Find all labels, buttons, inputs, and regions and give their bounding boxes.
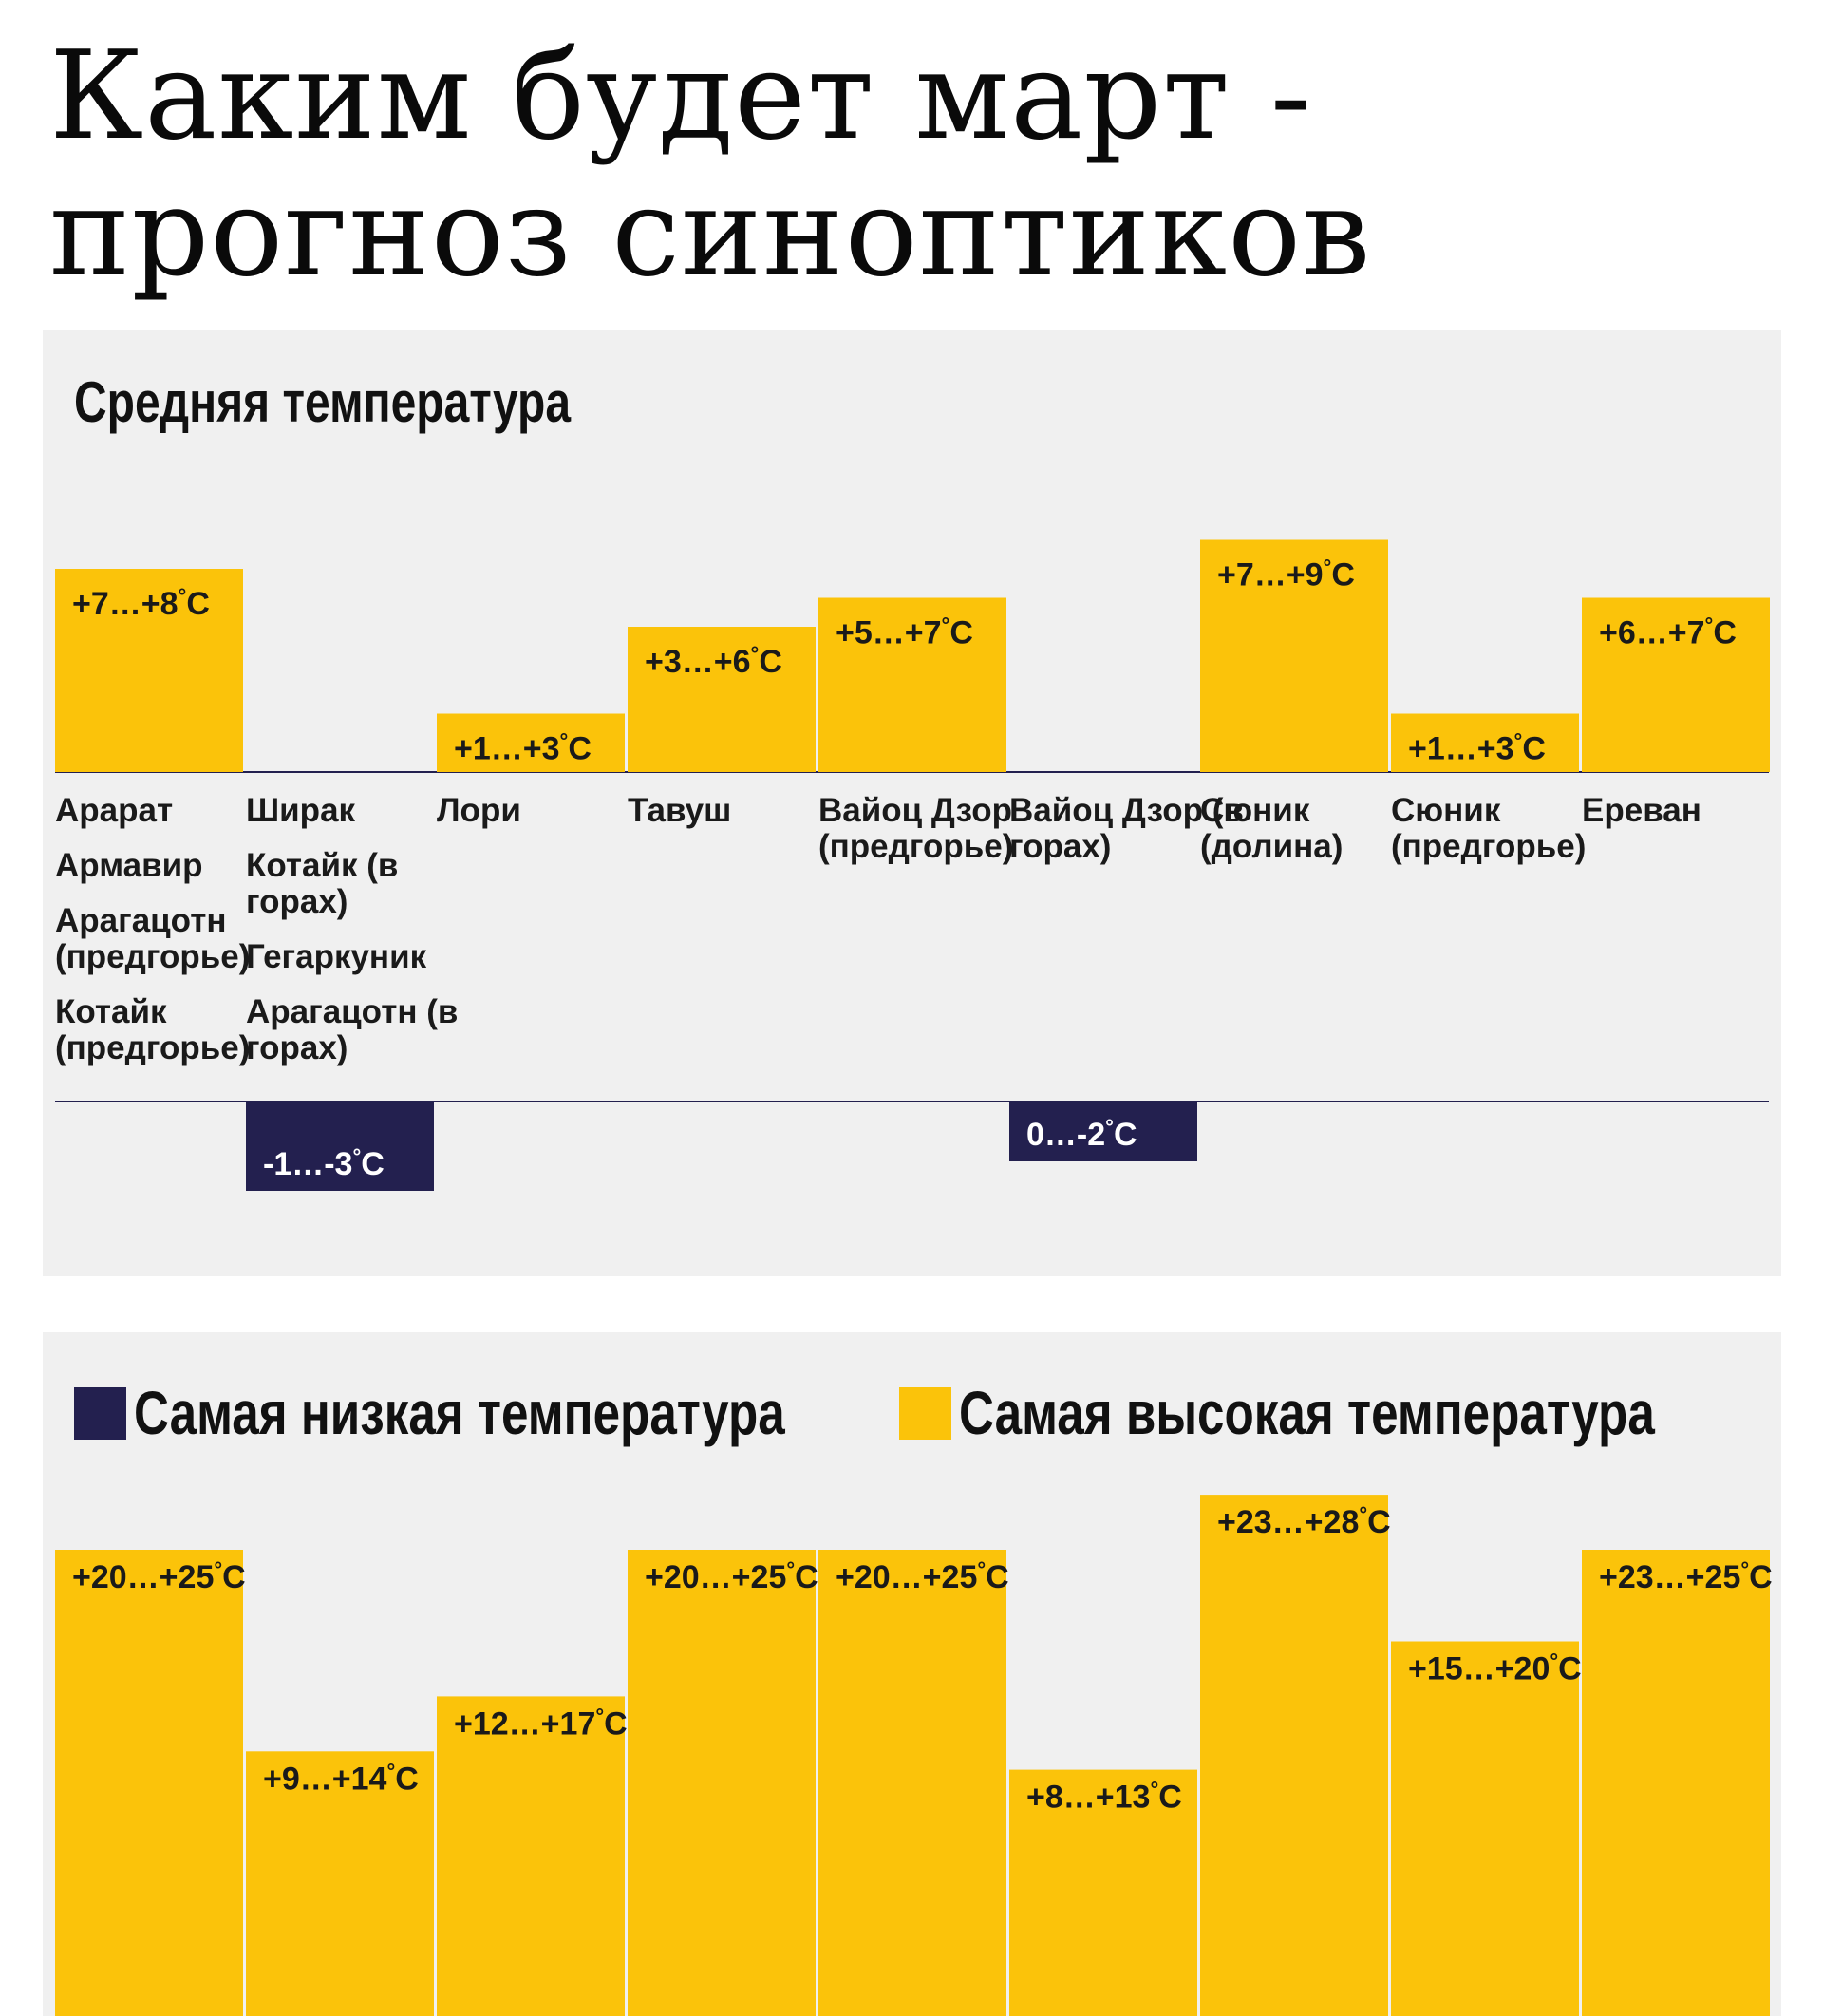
category-label-1-1: Котайк (в (246, 847, 398, 884)
category-label-8-0: Ереван (1582, 792, 1701, 829)
bar-high-7 (1391, 1642, 1579, 2016)
bar-label-average-7: +1…+3°C (1408, 729, 1546, 767)
category-label-7-0: Сюник (1391, 792, 1501, 829)
bar-high-6 (1200, 1495, 1388, 2016)
bar-label-high-1: +9…+14°C (263, 1759, 419, 1797)
bar-label-average-2: +1…+3°C (454, 729, 592, 767)
bar-label-high-5: +8…+13°C (1026, 1778, 1182, 1816)
category-label-0-2: Арагацотн (55, 902, 226, 939)
category-label-0-3: Котайк (55, 993, 167, 1030)
category-label-1-3: Арагацотн (в (246, 993, 458, 1030)
page-title: Каким будет март - прогноз синоптиков (49, 28, 1758, 302)
bar-label-average-8: +6…+7°C (1599, 613, 1737, 651)
category-label-0-0: Арарат (55, 792, 173, 829)
average-temperature-chart: +7…+8°CАраратАрмавирАрагацотн(предгорье)… (43, 330, 1781, 1276)
extreme-temperature-chart: +20…+25°C+9…+14°C+12…+17°C+20…+25°C+20…+… (43, 1332, 1781, 2016)
category-label-7-0: (предгорье) (1391, 828, 1586, 865)
category-label-1-3: горах) (246, 1029, 348, 1066)
category-label-0-3: (предгорье) (55, 1029, 250, 1066)
bar-label-average-0: +7…+8°C (72, 584, 210, 622)
bar-high-3 (628, 1550, 816, 2016)
category-label-2-0: Лори (437, 792, 521, 829)
bar-label-average-3: +3…+6°C (645, 642, 782, 680)
extreme-temperature-panel: Самая низкая температура Самая высокая т… (43, 1332, 1781, 2016)
category-label-3-0: Тавуш (628, 792, 731, 829)
bar-high-8 (1582, 1550, 1770, 2016)
category-label-5-0: горах) (1009, 828, 1111, 865)
category-label-6-0: (долина) (1200, 828, 1343, 865)
category-label-4-0: (предгорье) (818, 828, 1013, 865)
bar-high-2 (437, 1696, 625, 2016)
bar-high-0 (55, 1550, 243, 2016)
bar-label-average-4: +5…+7°C (836, 613, 973, 651)
category-label-0-2: (предгорье) (55, 938, 250, 975)
bar-label-average-6: +7…+9°C (1217, 556, 1355, 593)
category-label-6-0: Сюник (1200, 792, 1310, 829)
bar-label-average-1: -1…-3°C (263, 1144, 385, 1182)
category-label-1-1: горах) (246, 883, 348, 920)
bar-label-average-5: 0…-2°C (1026, 1115, 1137, 1153)
category-label-1-0: Ширак (246, 792, 356, 829)
bar-high-4 (818, 1550, 1006, 2016)
category-label-1-2: Гегаркуник (246, 938, 427, 975)
category-label-0-1: Армавир (55, 847, 203, 884)
category-label-4-0: Вайоц Дзор (818, 792, 1012, 829)
